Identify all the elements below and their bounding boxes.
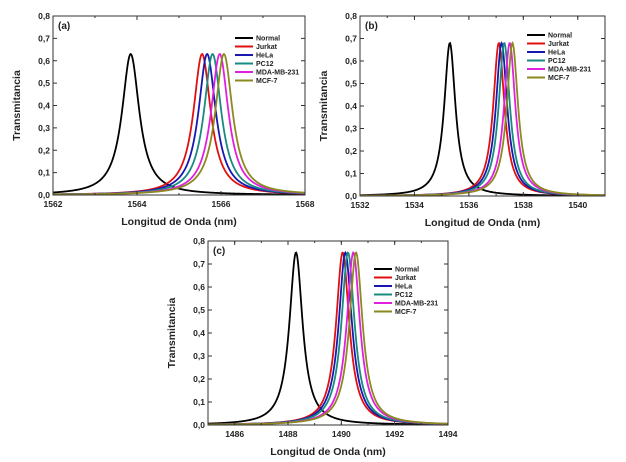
y-tick-label: 0,7 [345,34,357,44]
x-tick-label: 1534 [405,200,424,210]
y-tick-label: 0,0 [193,420,205,430]
legend-label: PC12 [548,58,566,65]
x-tick-label: 1540 [568,200,587,210]
x-tick-label: 1566 [212,199,231,209]
series-line-normal [360,41,605,196]
legend-label: HeLa [395,284,412,291]
y-tick-label: 0,4 [38,101,50,111]
legend-label: MDA-MB-231 [256,70,299,77]
x-tick-label: 1532 [351,200,370,210]
panel-c: 1486 1488 1490 1492 1494 0,0 0,1 0,2 0,3 0,4 0,5 0,… [166,236,458,458]
y-tick-label: 0,5 [193,305,205,315]
x-axis-label: Longitud de Onda (nm) [121,216,236,228]
legend-label: HeLa [256,53,273,60]
y-tick-label: 0,6 [38,56,50,66]
legend-label: PC12 [395,292,413,299]
legend-label: Jurkat [395,275,417,282]
legend-label: PC12 [256,61,274,68]
legend-label: MCF-7 [256,78,277,85]
y-tick-label: 0,5 [345,79,357,89]
x-tick-label: 1488 [279,429,298,439]
y-tick-label: 0,3 [345,124,357,134]
legend-label: Normal [548,33,572,40]
x-tick-label: 1486 [225,429,244,439]
y-tick-label: 0,8 [38,11,50,21]
y-axis-label: Transmitancia [318,71,330,142]
legend-label: MDA-MB-231 [395,301,438,308]
legend-label: Jurkat [256,44,278,51]
legend-label: Normal [256,36,280,43]
y-tick-label: 0,2 [38,145,50,155]
series-line-mcf-7 [208,251,448,425]
y-axis-label: Transmitancia [166,298,178,369]
y-tick-label: 0,7 [38,33,50,43]
x-tick-label: 1538 [514,200,533,210]
series-line-mcf-7 [360,41,605,196]
legend-label: HeLa [548,50,565,57]
panel-b: 1532 1534 1536 1538 1540 0,0 0,1 0,2 0,3 0,4 0,5 0,… [318,11,606,229]
y-tick-label: 0,2 [193,374,205,384]
y-tick-label: 0,4 [345,101,357,111]
y-tick-label: 0,1 [193,397,205,407]
x-tick-label: 1536 [459,200,478,210]
legend-label: MCF-7 [548,75,569,82]
x-tick-label: 1494 [439,429,458,439]
x-tick-label: 1568 [296,199,315,209]
legend-label: MCF-7 [395,309,416,316]
panel-label: (a) [58,21,70,32]
x-tick-label: 1562 [44,199,63,209]
y-tick-label: 0,6 [193,282,205,292]
series-line-normal [208,251,448,425]
y-tick-label: 0,4 [193,328,205,338]
y-tick-label: 0,1 [345,169,357,179]
x-axis-label: Longitud de Onda (nm) [270,446,385,458]
x-axis-label: Longitud de Onda (nm) [425,217,540,229]
y-tick-label: 0,3 [193,351,205,361]
y-tick-label: 0,2 [345,146,357,156]
y-tick-label: 0,7 [193,259,205,269]
y-tick-label: 0,5 [38,78,50,88]
legend-label: MDA-MB-231 [548,67,591,74]
panel-label: (b) [365,21,378,32]
panel-a: 1562 1564 1566 1568 0,0 0,1 0,2 0,3 0,4 0,5 0,6 0,7… [11,11,315,228]
y-tick-label: 0,0 [38,190,50,200]
y-tick-label: 0,3 [38,123,50,133]
legend-label: Normal [395,267,419,274]
panel-label: (c) [213,246,225,257]
x-tick-label: 1490 [332,429,351,439]
x-tick-label: 1492 [385,429,404,439]
plot-frame [52,15,306,196]
x-tick-label: 1564 [128,199,147,209]
legend-label: Jurkat [548,41,570,48]
y-axis-label: Transmitancia [11,70,23,141]
y-tick-label: 0,1 [38,168,50,178]
y-tick-label: 0,6 [345,56,357,66]
y-tick-label: 0,8 [345,11,357,21]
y-tick-label: 0,0 [345,191,357,201]
y-tick-label: 0,8 [193,236,205,246]
